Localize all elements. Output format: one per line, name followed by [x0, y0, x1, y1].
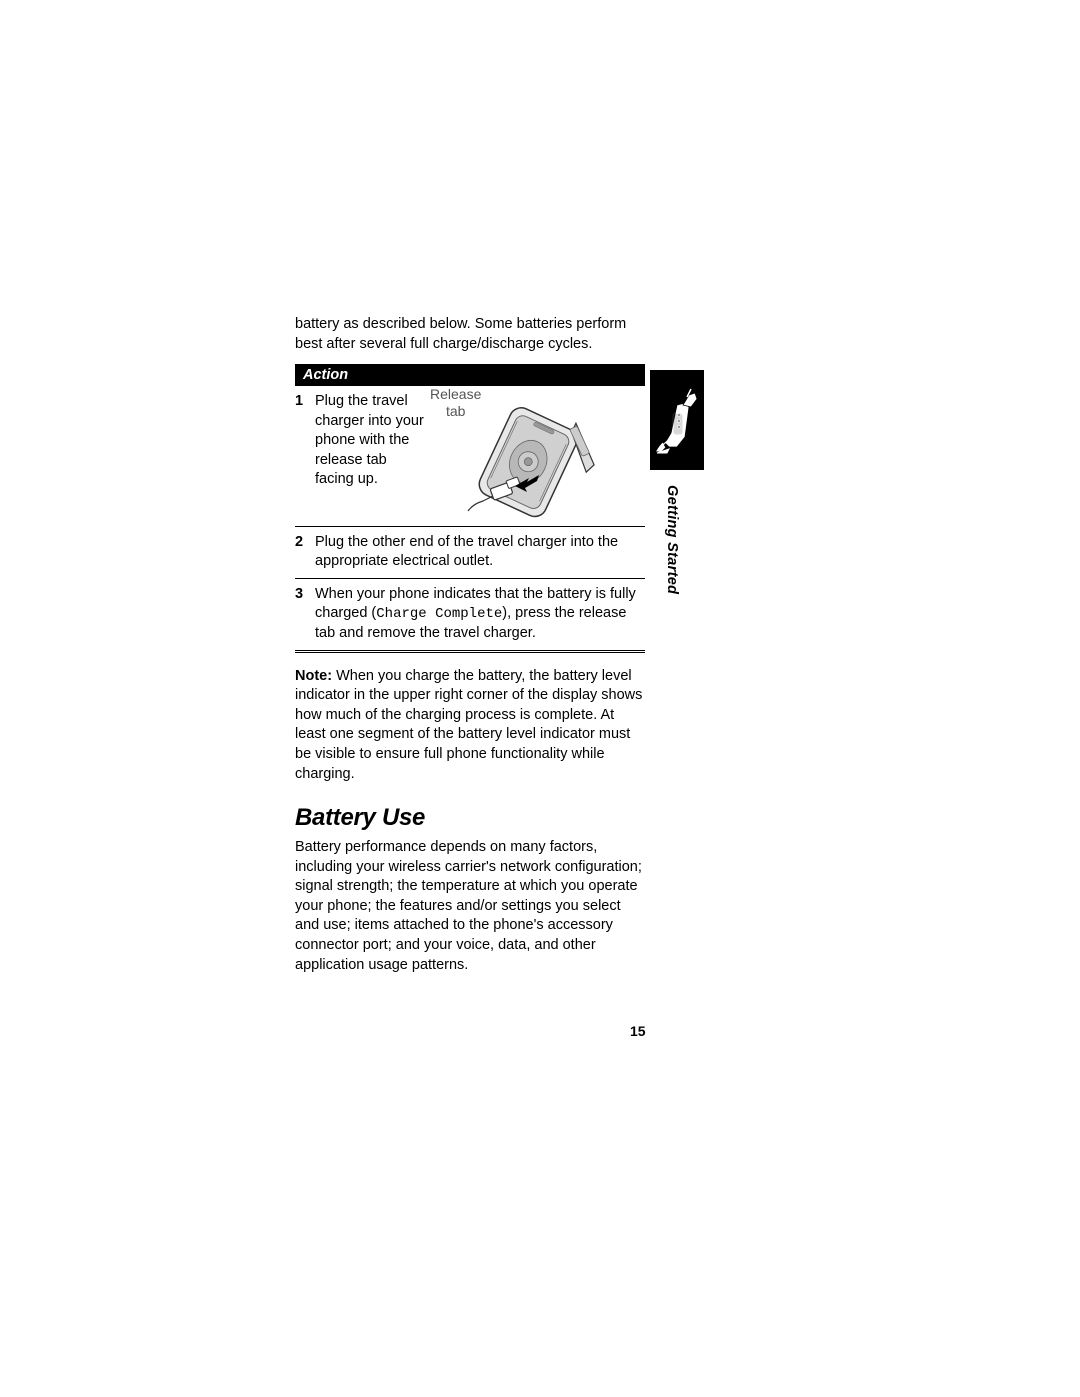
battery-use-paragraph: Battery performance depends on many fact… — [295, 838, 645, 975]
table-row: 2 Plug the other end of the travel charg… — [295, 526, 645, 578]
table-row: 1 Plug the travel charger into your phon… — [295, 386, 645, 526]
charge-complete-text: Charge Complete — [376, 606, 502, 622]
step-text: Plug the other end of the travel charger… — [315, 526, 645, 578]
step-text: When your phone indicates that the batte… — [315, 578, 645, 650]
side-tab — [650, 370, 704, 470]
phone-icon — [655, 385, 699, 455]
step-number: 1 — [295, 386, 315, 526]
page-number: 15 — [630, 1023, 646, 1039]
note-paragraph: Note: When you charge the battery, the b… — [295, 667, 645, 784]
step-text: Plug the travel charger into your phone … — [315, 386, 430, 526]
diagram-cell: Release tab — [430, 386, 645, 526]
table-border — [295, 652, 645, 653]
action-table-header: Action — [295, 364, 645, 386]
battery-use-heading: Battery Use — [295, 804, 645, 832]
step-number: 3 — [295, 578, 315, 650]
intro-paragraph: battery as described below. Some batteri… — [295, 315, 645, 354]
page-content: battery as described below. Some batteri… — [295, 315, 645, 975]
section-side-label: Getting Started — [664, 485, 680, 594]
action-table: 1 Plug the travel charger into your phon… — [295, 386, 645, 650]
phone-illustration — [450, 391, 635, 526]
note-label: Note: — [295, 668, 336, 684]
table-row: 3 When your phone indicates that the bat… — [295, 578, 645, 650]
step-number: 2 — [295, 526, 315, 578]
